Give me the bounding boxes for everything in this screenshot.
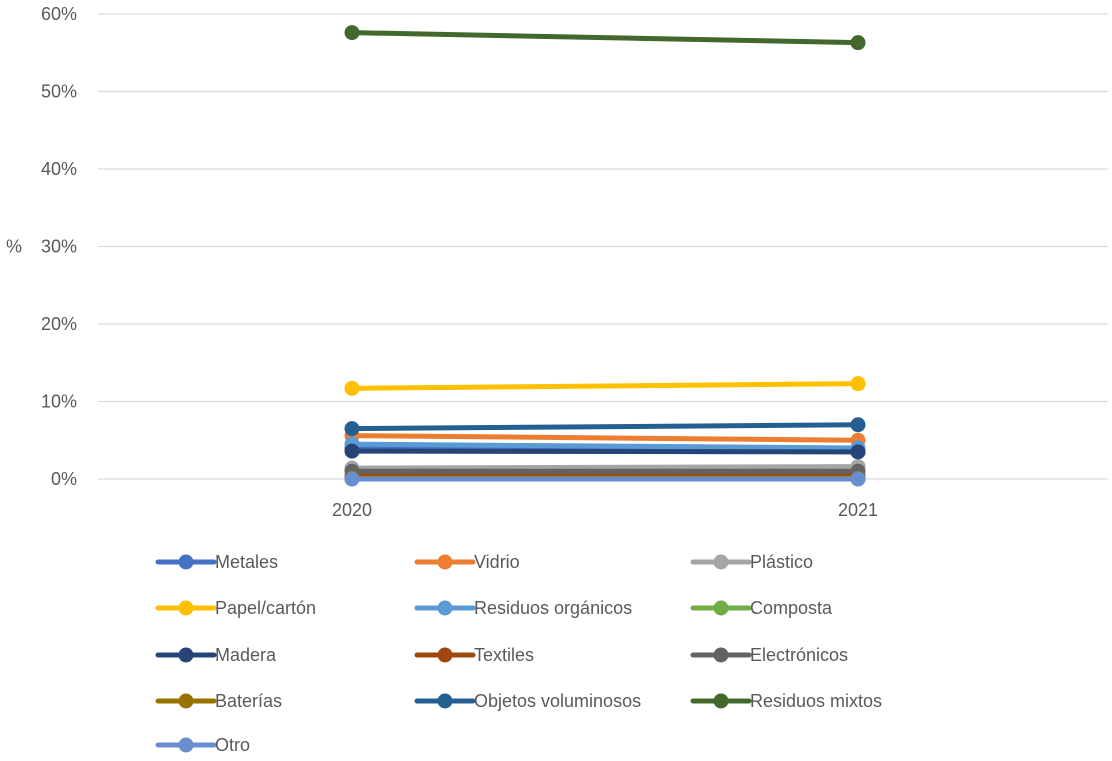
legend-item: Residuos mixtos: [690, 691, 882, 711]
series-Objetos voluminosos: [344, 417, 866, 437]
legend-swatch-marker: [437, 647, 453, 663]
legend-label: Baterías: [215, 691, 282, 711]
legend-swatch-marker: [713, 647, 729, 663]
legend-label: Madera: [215, 645, 277, 665]
series-line: [349, 30, 861, 46]
legend-label: Plástico: [750, 552, 813, 572]
legend-swatch-marker: [178, 737, 194, 753]
x-tick-label: 2021: [838, 500, 878, 520]
data-point: [850, 444, 866, 460]
series-line: [349, 464, 861, 471]
legend-swatch-marker: [437, 554, 453, 570]
y-tick-label: 40%: [41, 159, 77, 179]
series-line: [349, 433, 861, 443]
legend-label: Textiles: [474, 645, 534, 665]
legend-item: Plástico: [690, 552, 813, 572]
legend-swatch-marker: [178, 647, 194, 663]
legend-label: Metales: [215, 552, 278, 572]
y-tick-label: 50%: [41, 82, 77, 102]
series-lines: [344, 25, 866, 487]
y-tick-label: 60%: [41, 4, 77, 24]
legend-item: Objetos voluminosos: [414, 691, 641, 711]
gridlines: [98, 13, 1108, 480]
data-point: [850, 376, 866, 392]
legend-item: Electrónicos: [690, 645, 848, 665]
data-point: [344, 25, 360, 41]
data-point: [344, 380, 360, 396]
legend-item: Residuos orgánicos: [414, 598, 632, 618]
series-line: [349, 381, 861, 391]
legend-label: Vidrio: [474, 552, 520, 572]
y-tick-label: 10%: [41, 392, 77, 412]
legend-swatch-marker: [178, 600, 194, 616]
data-point: [850, 35, 866, 51]
legend-swatch-marker: [437, 600, 453, 616]
legend-swatch-marker: [178, 554, 194, 570]
legend-label: Composta: [750, 598, 833, 618]
legend-item: Composta: [690, 598, 833, 618]
legend-item: Vidrio: [414, 552, 520, 572]
y-tick-label: 0%: [51, 469, 77, 489]
data-point: [850, 471, 866, 487]
legend-label: Residuos mixtos: [750, 691, 882, 711]
series-Otro: [344, 471, 866, 487]
legend-item: Otro: [155, 735, 250, 755]
series-line: [349, 441, 861, 451]
legend-item: Papel/cartón: [155, 598, 316, 618]
series-line: [349, 422, 861, 432]
legend-swatch-marker: [713, 693, 729, 709]
legend-item: Baterías: [155, 691, 282, 711]
data-point: [344, 421, 360, 437]
legend-label: Residuos orgánicos: [474, 598, 632, 618]
legend-label: Electrónicos: [750, 645, 848, 665]
series-Madera: [344, 443, 866, 460]
y-tick-label: 20%: [41, 314, 77, 334]
x-tick-label: 2020: [332, 500, 372, 520]
axes: 0% 10% 20% 30% 40% 50% 60%% 2020 2021: [6, 4, 878, 520]
series-Residuos mixtos: [344, 25, 866, 51]
legend-label: Otro: [215, 735, 250, 755]
legend-label: Papel/cartón: [215, 598, 316, 618]
legend-swatch-marker: [713, 554, 729, 570]
data-point: [850, 417, 866, 433]
legend-swatch-marker: [178, 693, 194, 709]
legend: Metales Vidrio Plástico Papel/cartón Residuo…: [155, 552, 882, 755]
y-tick-label: 30%: [41, 237, 77, 257]
legend-swatch-marker: [437, 693, 453, 709]
legend-item: Textiles: [414, 645, 534, 665]
series-Papel/cartón: [344, 376, 866, 396]
y-axis-title: %: [6, 237, 22, 257]
legend-label: Objetos voluminosos: [474, 691, 641, 711]
data-point: [344, 471, 360, 487]
legend-item: Metales: [155, 552, 278, 572]
data-point: [344, 443, 360, 459]
series-line: [349, 448, 861, 455]
legend-item: Madera: [155, 645, 277, 665]
legend-swatch-marker: [713, 600, 729, 616]
